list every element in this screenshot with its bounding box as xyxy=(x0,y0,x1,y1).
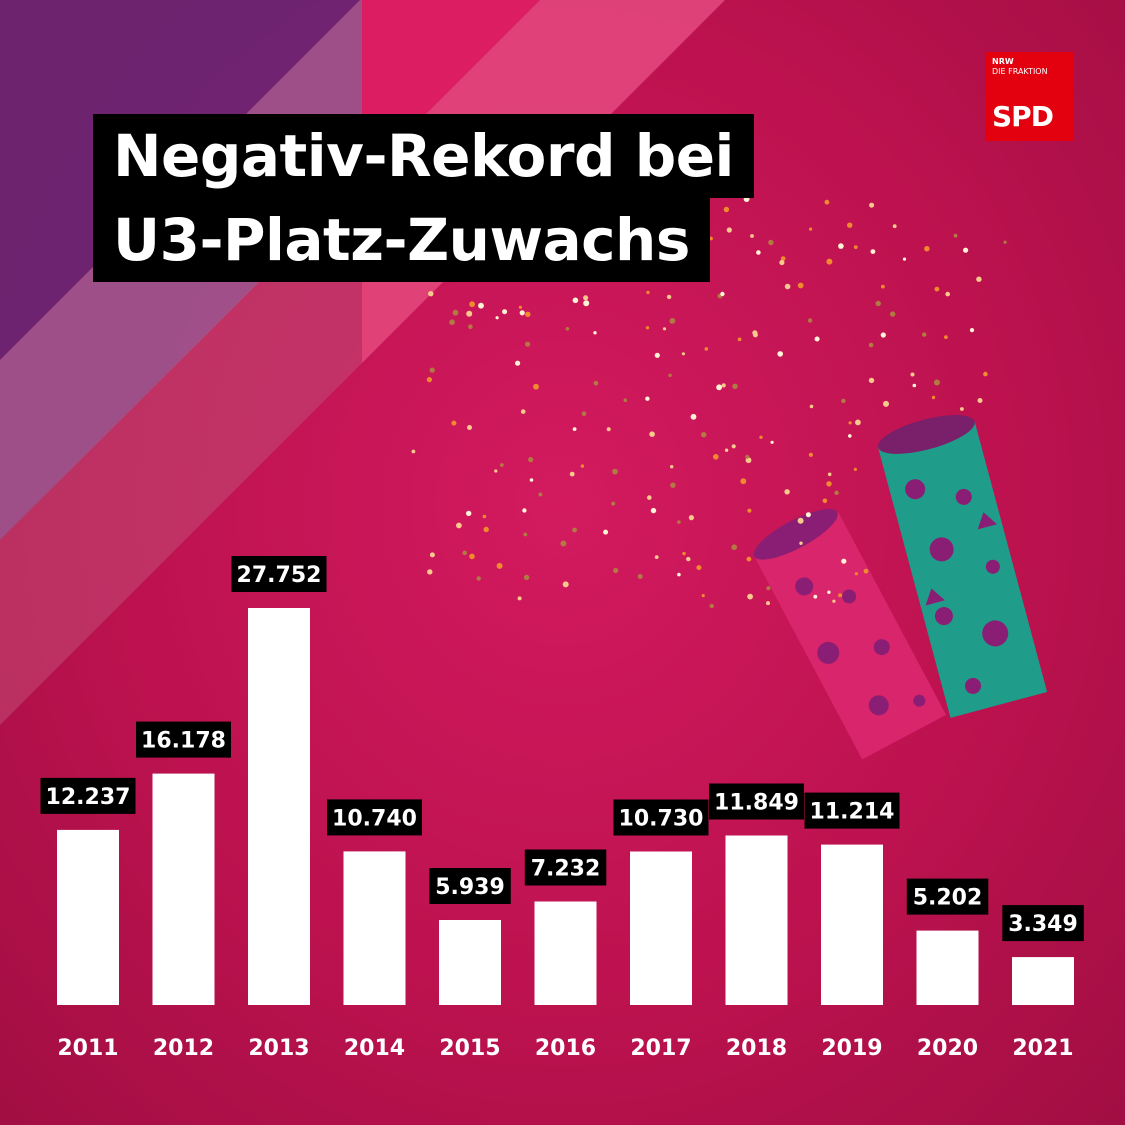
party-popper-pink xyxy=(753,508,947,760)
value-label-2013: 27.752 xyxy=(237,563,322,588)
value-label-box-2011 xyxy=(40,777,136,814)
value-label-2016: 7.232 xyxy=(531,857,601,882)
value-label-2011: 12.237 xyxy=(46,785,131,810)
bar-2015 xyxy=(439,920,501,1005)
value-label-box-2015 xyxy=(429,868,511,904)
title-line-2: U3-Platz-Zuwachs xyxy=(93,198,710,282)
value-label-box-2013 xyxy=(231,556,327,592)
x-tick-label-2013: 2013 xyxy=(248,1036,309,1061)
stripe-pink-soft xyxy=(0,178,362,725)
value-label-2015: 5.939 xyxy=(435,875,505,900)
bar-2014 xyxy=(343,851,406,1005)
x-tick-label-2011: 2011 xyxy=(57,1036,118,1061)
value-label-box-2012 xyxy=(136,721,231,758)
bar-2012 xyxy=(152,773,215,1005)
value-label-box-2021 xyxy=(1002,905,1084,942)
spd-logo: NRW DIE FRAKTION SPD xyxy=(985,52,1074,141)
value-label-box-2020 xyxy=(906,878,989,915)
bar-2011 xyxy=(57,829,119,1005)
logo-wordmark: SPD xyxy=(992,100,1054,133)
x-tick-label-2014: 2014 xyxy=(344,1036,405,1061)
value-label-2019: 11.214 xyxy=(810,800,895,825)
logo-subtitle: DIE FRAKTION xyxy=(992,67,1048,76)
bar-2017 xyxy=(630,851,692,1005)
bar-2020 xyxy=(916,930,979,1005)
party-popper-teal xyxy=(877,415,1048,718)
value-label-box-2017 xyxy=(613,799,709,836)
x-tick-label-2020: 2020 xyxy=(917,1036,978,1061)
value-label-2018: 11.849 xyxy=(714,791,799,816)
bar-2013 xyxy=(248,608,310,1005)
x-tick-label-2015: 2015 xyxy=(439,1036,500,1061)
value-label-box-2016 xyxy=(524,849,607,886)
value-label-box-2014 xyxy=(327,799,422,836)
logo-region: NRW xyxy=(992,57,1014,66)
value-label-2012: 16.178 xyxy=(141,729,226,754)
bar-2019 xyxy=(821,844,883,1005)
value-label-2017: 10.730 xyxy=(619,807,704,832)
x-tick-label-2018: 2018 xyxy=(726,1036,787,1061)
bar-2016 xyxy=(534,901,597,1005)
x-tick-label-2019: 2019 xyxy=(821,1036,882,1061)
value-label-box-2019 xyxy=(804,792,900,829)
title-line-1: Negativ-Rekord bei xyxy=(93,114,754,198)
x-tick-label-2017: 2017 xyxy=(630,1036,691,1061)
x-tick-label-2012: 2012 xyxy=(153,1036,214,1061)
value-label-2014: 10.740 xyxy=(332,806,417,831)
value-label-box-2018 xyxy=(709,783,804,820)
bar-2018 xyxy=(725,835,788,1005)
value-label-2021: 3.349 xyxy=(1008,912,1078,937)
bar-2021 xyxy=(1012,957,1074,1005)
x-tick-label-2016: 2016 xyxy=(535,1036,596,1061)
x-tick-label-2021: 2021 xyxy=(1012,1036,1073,1061)
value-label-2020: 5.202 xyxy=(913,886,983,911)
